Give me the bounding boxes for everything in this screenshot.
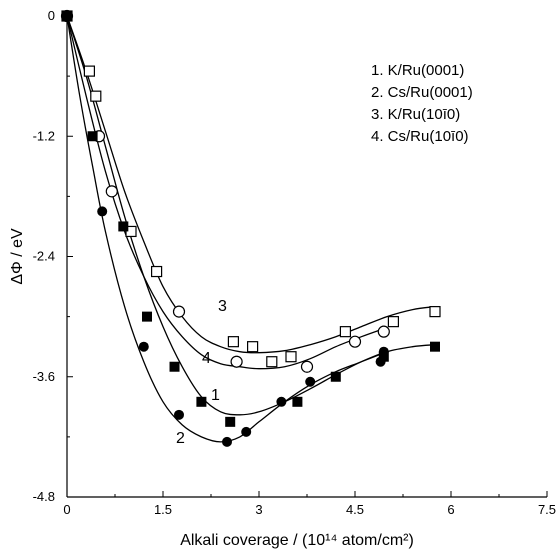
- data-point-series-2: [375, 356, 386, 367]
- data-point-series-4: [105, 185, 118, 198]
- legend-entry-2: 2. Cs/Ru(0001): [371, 84, 473, 101]
- y-tick-label: -3.6: [33, 369, 55, 384]
- legend: 1. K/Ru(0001) 2. Cs/Ru(0001) 3. K/Ru(10ī0)…: [371, 62, 473, 145]
- data-point-series-3: [227, 336, 239, 348]
- y-axis-title: ΔΦ / eV: [9, 228, 26, 285]
- data-point-series-3: [83, 65, 96, 77]
- data-point-series-2: [174, 409, 184, 420]
- data-points: [60, 9, 441, 447]
- data-point-series-2: [222, 436, 232, 447]
- data-point-series-2: [138, 341, 149, 352]
- data-point-series-1: [225, 416, 236, 427]
- data-point-series-3: [387, 316, 399, 328]
- data-point-series-2: [276, 396, 287, 407]
- x-axis-title: Alkali coverage / (10¹⁴ atom/cm²): [180, 532, 414, 549]
- curve-label-4: 4: [202, 350, 211, 367]
- data-point-series-3: [429, 306, 441, 318]
- data-point-series-1: [169, 361, 180, 372]
- data-point-series-4: [172, 305, 186, 318]
- data-point-series-1: [87, 131, 98, 142]
- legend-entry-1: 1. K/Ru(0001): [371, 62, 464, 79]
- curve-label-3: 3: [218, 298, 227, 315]
- data-point-series-4: [230, 355, 243, 368]
- data-point-series-3: [339, 326, 351, 338]
- x-tick-label: 1.5: [154, 502, 172, 517]
- curve-label-1: 1: [211, 387, 220, 404]
- y-tick-label: -1.2: [33, 128, 55, 143]
- y-tick-label: 0: [48, 8, 55, 23]
- ticks: 0 1.5 3 4.5 6 7.5 0 -1.2 -2.4 -3.6 -4.8: [33, 8, 556, 517]
- fit-curve-4: [66, 15, 385, 370]
- legend-entry-3: 3. K/Ru(10ī0): [371, 106, 460, 123]
- curve-labels: 1 2 3 4: [176, 298, 227, 447]
- data-point-series-1: [118, 221, 129, 232]
- data-point-series-2: [378, 346, 389, 357]
- x-tick-label: 0: [63, 502, 70, 517]
- data-point-series-1: [142, 311, 152, 322]
- y-tick-label: -4.8: [33, 489, 55, 504]
- data-point-series-3: [151, 265, 163, 278]
- fit-curve-3: [66, 15, 436, 354]
- data-point-series-3: [266, 356, 278, 368]
- y-tick-label: -2.4: [33, 249, 55, 264]
- data-point-series-2: [241, 426, 252, 437]
- x-tick-label: 6: [447, 502, 454, 517]
- data-point-series-4: [377, 325, 390, 338]
- x-tick-label: 7.5: [538, 502, 556, 517]
- data-point-series-3: [125, 225, 137, 238]
- data-point-series-3: [90, 90, 102, 102]
- data-point-series-3: [247, 341, 259, 353]
- x-tick-label: 4.5: [346, 502, 364, 517]
- legend-entry-4: 4. Cs/Ru(10ī0): [371, 128, 469, 145]
- data-point-series-2: [97, 206, 108, 217]
- axes: [66, 16, 547, 498]
- data-point-series-1: [330, 371, 341, 382]
- data-point-series-4: [348, 335, 362, 348]
- data-point-series-1: [196, 396, 207, 407]
- data-point-series-4: [300, 360, 314, 373]
- data-point-series-2: [305, 376, 316, 387]
- x-tick-label: 3: [255, 502, 262, 517]
- curve-label-2: 2: [176, 430, 185, 447]
- data-point-series-1: [430, 341, 440, 352]
- data-point-series-1: [292, 396, 303, 407]
- data-point-series-1: [378, 351, 389, 362]
- data-point-series-3: [285, 351, 297, 363]
